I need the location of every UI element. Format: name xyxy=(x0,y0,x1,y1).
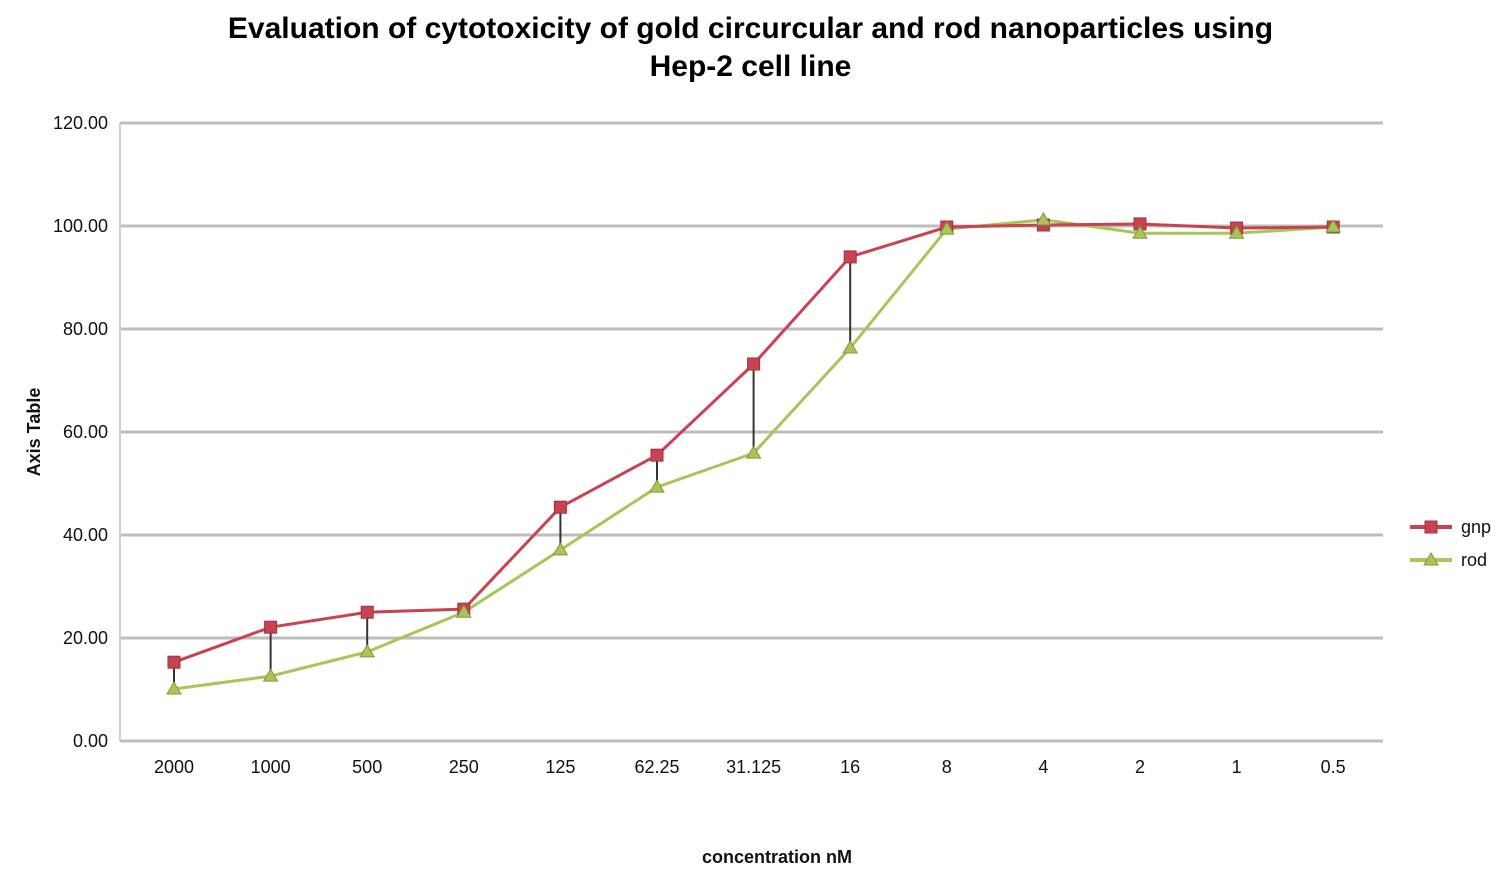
x-tick-label: 0.5 xyxy=(1321,757,1346,777)
data-point-rod xyxy=(649,479,665,493)
data-point-rod xyxy=(359,643,376,658)
chart-title: Evaluation of cytotoxicity of gold circu… xyxy=(0,10,1501,86)
y-tick-label: 0.00 xyxy=(73,731,108,751)
x-tick-label: 1000 xyxy=(251,757,291,777)
data-point-gnp xyxy=(360,605,374,619)
data-point-rod xyxy=(745,445,762,459)
data-point-gnp xyxy=(650,448,664,462)
x-tick-label: 500 xyxy=(352,757,382,777)
y-tick-label: 120.00 xyxy=(53,113,108,133)
x-tick-label: 125 xyxy=(545,757,575,777)
data-point-gnp xyxy=(553,500,567,514)
data-point-gnp xyxy=(264,620,278,634)
x-tick-label: 4 xyxy=(1038,757,1048,777)
x-tick-label: 62.25 xyxy=(634,757,679,777)
x-tick-label: 31.125 xyxy=(726,757,781,777)
legend-label-rod: rod xyxy=(1461,550,1487,570)
data-point-rod xyxy=(938,221,955,235)
y-tick-label: 100.00 xyxy=(53,216,108,236)
data-point-gnp xyxy=(167,655,181,669)
y-tick-label: 60.00 xyxy=(63,422,108,442)
data-point-gnp xyxy=(843,250,857,264)
y-tick-label: 80.00 xyxy=(63,319,108,339)
data-point-rod xyxy=(455,604,472,618)
chart-title-line1: Evaluation of cytotoxicity of gold circu… xyxy=(227,12,1274,45)
data-point-rod xyxy=(1035,211,1052,226)
data-point-rod xyxy=(1132,225,1148,239)
y-tick-label: 20.00 xyxy=(63,628,108,648)
x-tick-label: 16 xyxy=(840,757,860,777)
x-tick-label: 2 xyxy=(1135,757,1145,777)
data-point-rod xyxy=(552,541,569,556)
x-axis-label: concentration nM xyxy=(702,847,852,867)
x-tick-label: 250 xyxy=(449,757,479,777)
x-tick-label: 1 xyxy=(1232,757,1242,777)
data-point-rod xyxy=(166,680,182,695)
legend-marker-gnp xyxy=(1424,520,1438,534)
data-point-rod xyxy=(1228,225,1245,239)
y-axis-label: Axis Table xyxy=(24,388,44,477)
chart-title-line2: Hep-2 cell line xyxy=(649,50,852,83)
data-point-gnp xyxy=(747,357,761,371)
y-tick-label: 40.00 xyxy=(63,525,108,545)
x-tick-label: 8 xyxy=(942,757,952,777)
x-tick-label: 2000 xyxy=(154,757,194,777)
data-point-rod xyxy=(842,340,859,354)
data-point-rod xyxy=(1325,219,1342,233)
legend-marker-rod xyxy=(1423,552,1439,566)
data-point-rod xyxy=(262,668,279,682)
legend-label-gnp: gnp xyxy=(1461,517,1491,537)
